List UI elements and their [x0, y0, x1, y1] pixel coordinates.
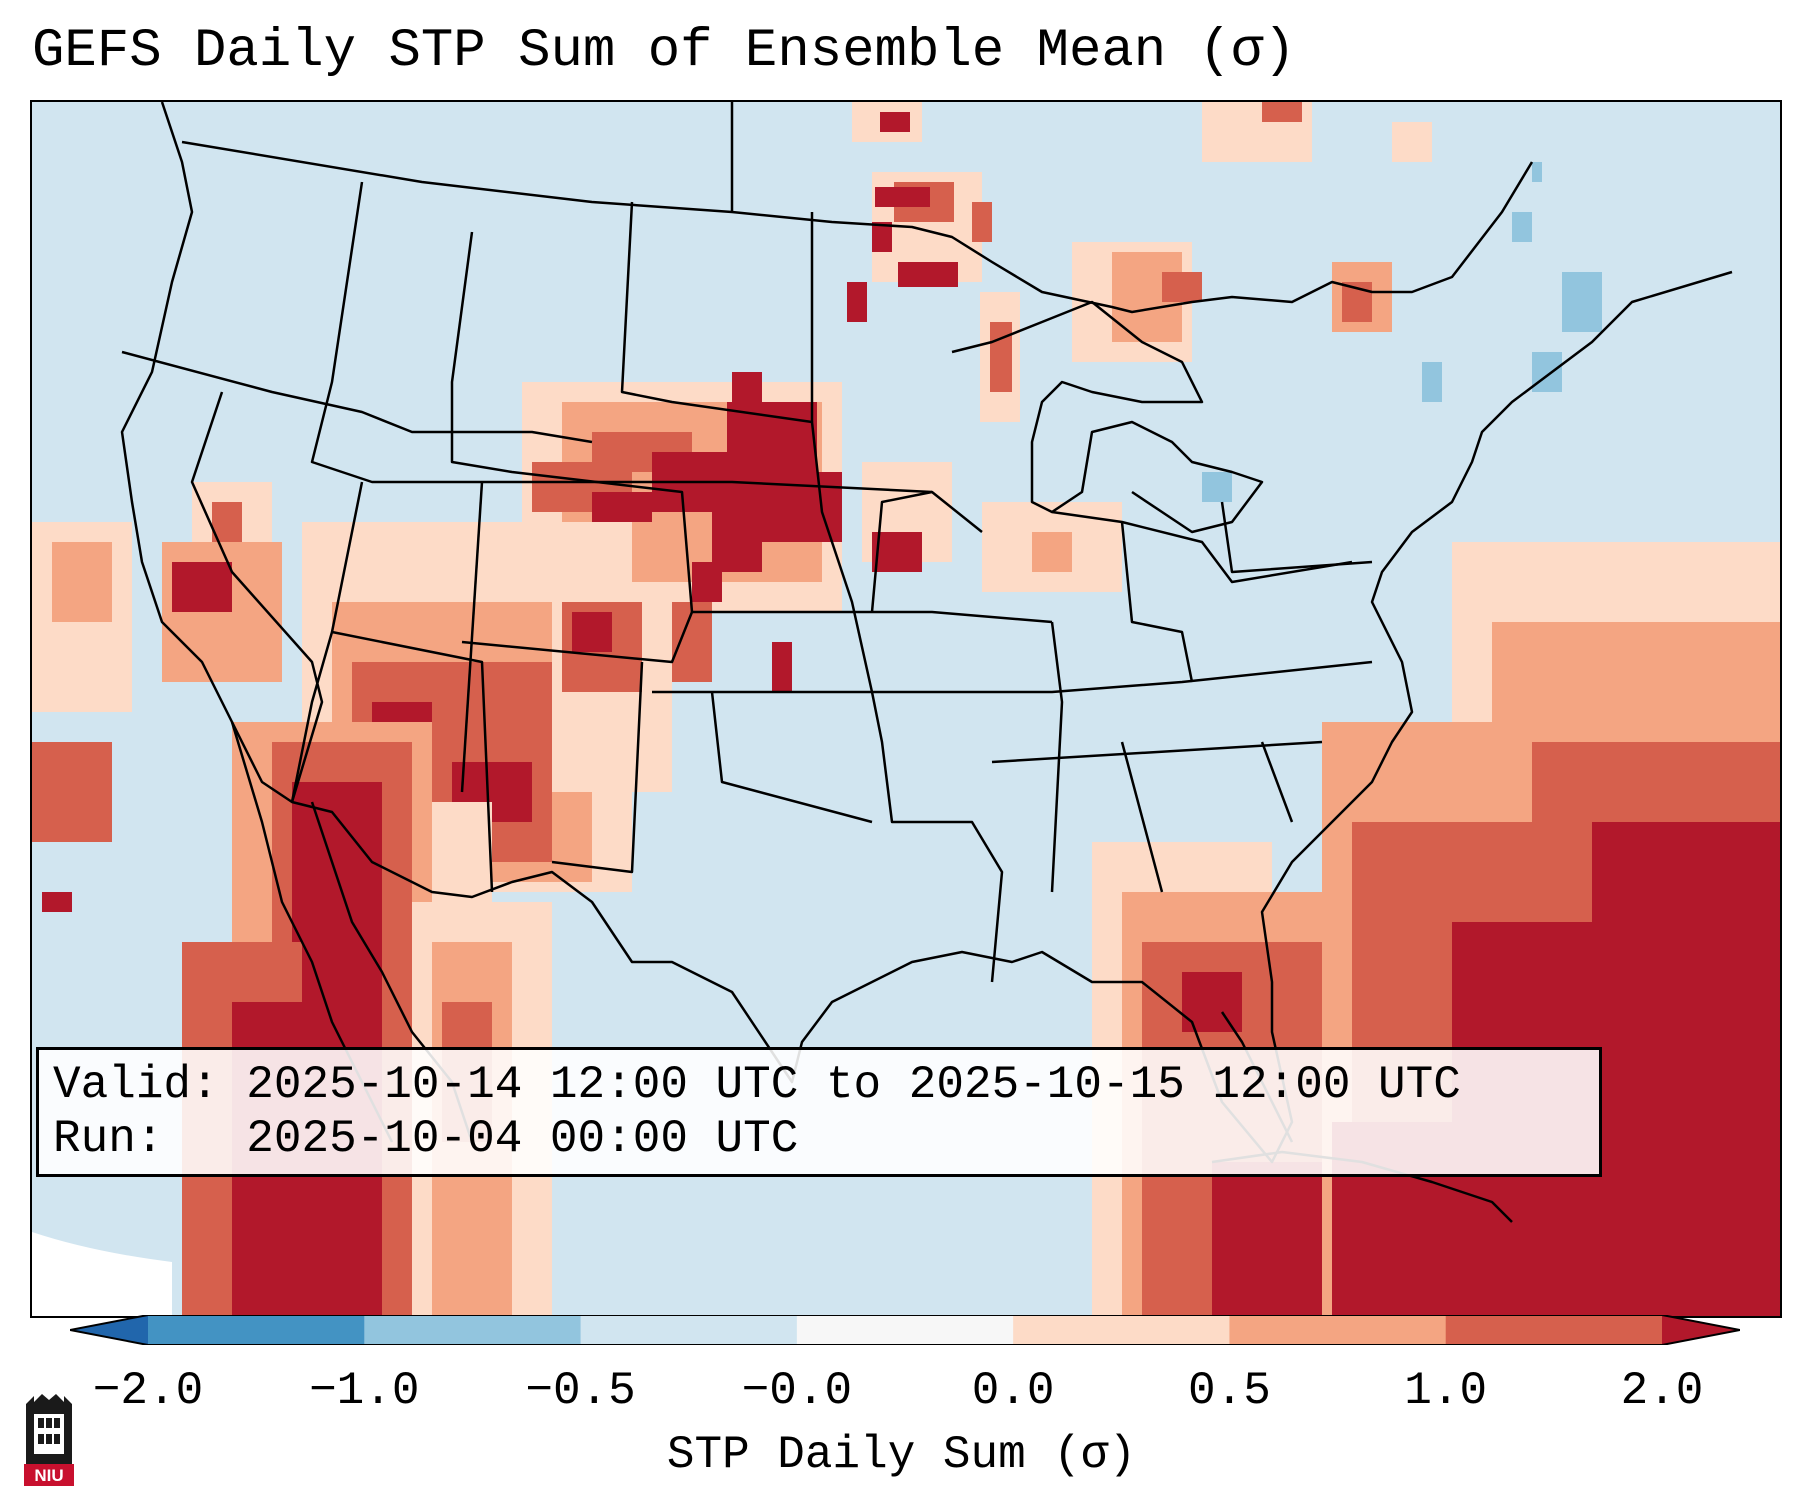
- colorbar-tick-label: −0.0: [741, 1365, 853, 1417]
- anomaly-cell: [1162, 272, 1202, 302]
- state-border: [450, 231, 694, 613]
- colorbar-tick-label: 0.5: [1188, 1365, 1271, 1417]
- anomaly-cell: [1392, 122, 1432, 162]
- colorbar-bin: [148, 1315, 365, 1345]
- state-border: [1050, 621, 1064, 893]
- anomaly-cell: [1512, 212, 1532, 242]
- anomaly-cell: [872, 222, 892, 252]
- boundaries: [120, 102, 1733, 1223]
- anomaly-cell: [847, 282, 867, 322]
- state-border: [1120, 741, 1164, 893]
- anomaly-cell: [880, 112, 910, 132]
- anomaly-cell: [1422, 362, 1442, 402]
- anomaly-cell: [772, 642, 792, 692]
- anomaly-cell: [1532, 162, 1542, 182]
- state-border: [1120, 521, 1194, 683]
- state-border: [991, 740, 1323, 764]
- anomaly-cell: [32, 742, 112, 842]
- state-border: [310, 181, 933, 494]
- info-box: Valid: 2025-10-14 12:00 UTC to 2025-10-1…: [36, 1047, 1602, 1177]
- anomaly-cell: [872, 532, 922, 572]
- anomaly-cell: [875, 187, 930, 207]
- colorbar-bin: [1445, 1315, 1663, 1345]
- state-border: [1220, 501, 1373, 574]
- anomaly-cell: [572, 612, 612, 652]
- colorbar-extend-high: [1662, 1315, 1740, 1345]
- anomaly-cell: [42, 892, 72, 912]
- state-border: [460, 481, 484, 793]
- colorbar-tick-label: 1.0: [1404, 1365, 1488, 1417]
- colorbar-bin: [796, 1315, 1014, 1345]
- colorbar-tick-label: −2.0: [92, 1365, 204, 1417]
- anomaly-cell: [1032, 532, 1072, 572]
- anomaly-cell: [1562, 272, 1602, 332]
- logo-text: NIU: [34, 1466, 63, 1485]
- anomaly-cell: [172, 562, 232, 612]
- state-border: [331, 630, 494, 893]
- canada-border: [181, 140, 1534, 314]
- anomaly-cell: [972, 202, 992, 242]
- colorbar-tick-label: −1.0: [309, 1365, 420, 1417]
- colorbar-tick-label: −0.5: [525, 1365, 636, 1417]
- run-label: Run:: [53, 1113, 164, 1165]
- colorbar-bin: [364, 1315, 582, 1345]
- projection-edge: [32, 1232, 172, 1316]
- colorbar-bin: [580, 1315, 798, 1345]
- anomaly-cell: [52, 542, 112, 622]
- state-border: [190, 391, 324, 803]
- anomaly-cell: [1262, 102, 1302, 122]
- colorbar-tick-label: 2.0: [1620, 1365, 1704, 1417]
- valid-value: 2025-10-14 12:00 UTC to 2025-10-15 12:00…: [246, 1059, 1461, 1111]
- colorbar-tick-label: 0.0: [971, 1365, 1055, 1417]
- state-border: [710, 691, 873, 824]
- colorbar-extend-low: [70, 1315, 148, 1345]
- colorbar-bin: [1013, 1315, 1230, 1345]
- anomaly-cell: [692, 562, 722, 602]
- state-border: [870, 490, 983, 613]
- anomaly-cell: [1532, 352, 1562, 392]
- valid-label: Valid:: [53, 1059, 219, 1111]
- anomaly-cell: [1182, 972, 1242, 1032]
- niu-logo-icon: NIU: [24, 1394, 74, 1486]
- us-outline: [120, 102, 1733, 1164]
- anomaly-cell: [898, 262, 958, 287]
- great-lakes: [951, 300, 1264, 534]
- state-border: [1051, 510, 1353, 584]
- state-border: [872, 660, 1373, 694]
- state-border: [1260, 741, 1294, 823]
- colorbar: [70, 1315, 1740, 1345]
- colorbar-bin: [1229, 1315, 1447, 1345]
- run-value: 2025-10-04 00:00 UTC: [246, 1113, 799, 1165]
- state-border: [652, 690, 1004, 983]
- anomaly-cell: [990, 322, 1012, 392]
- state-border: [121, 350, 593, 444]
- anomaly-cell: [592, 492, 652, 522]
- colorbar-label: STP Daily Sum (σ): [666, 1429, 1137, 1481]
- anomaly-cell: [1202, 472, 1232, 502]
- anomaly-cell: [727, 402, 817, 482]
- state-border: [290, 481, 364, 803]
- state-border: [551, 661, 644, 874]
- map-title: GEFS Daily STP Sum of Ensemble Mean (σ): [32, 21, 1296, 82]
- state-border: [461, 610, 1053, 664]
